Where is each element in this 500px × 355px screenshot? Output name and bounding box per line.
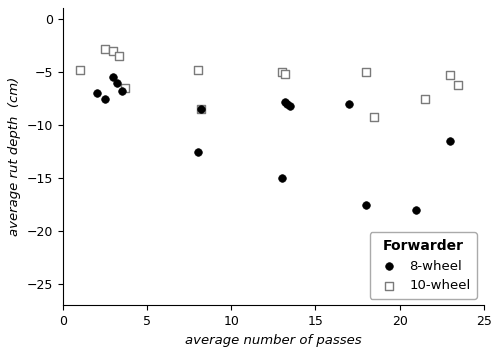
10-wheel (114, 53, 122, 59)
10-wheel (110, 48, 118, 54)
10-wheel (446, 72, 454, 78)
8-wheel (283, 101, 291, 106)
10-wheel (101, 46, 109, 51)
8-wheel (194, 149, 202, 154)
10-wheel (421, 95, 429, 101)
10-wheel (281, 71, 289, 77)
10-wheel (76, 67, 84, 73)
8-wheel (197, 106, 205, 112)
8-wheel (446, 138, 454, 144)
8-wheel (113, 80, 121, 86)
Legend: 8-wheel, 10-wheel: 8-wheel, 10-wheel (370, 233, 477, 299)
8-wheel (362, 202, 370, 207)
10-wheel (362, 69, 370, 75)
8-wheel (286, 103, 294, 109)
8-wheel (110, 75, 118, 80)
X-axis label: average number of passes: average number of passes (185, 334, 362, 347)
10-wheel (454, 82, 462, 88)
8-wheel (92, 91, 100, 96)
8-wheel (101, 95, 109, 101)
8-wheel (118, 88, 126, 94)
10-wheel (197, 106, 205, 112)
Y-axis label: average rut depth  (cm): average rut depth (cm) (8, 77, 22, 236)
10-wheel (194, 67, 202, 73)
10-wheel (278, 69, 286, 75)
8-wheel (345, 101, 353, 106)
8-wheel (278, 175, 286, 181)
10-wheel (370, 114, 378, 119)
8-wheel (281, 99, 289, 104)
10-wheel (122, 85, 130, 91)
8-wheel (412, 207, 420, 213)
